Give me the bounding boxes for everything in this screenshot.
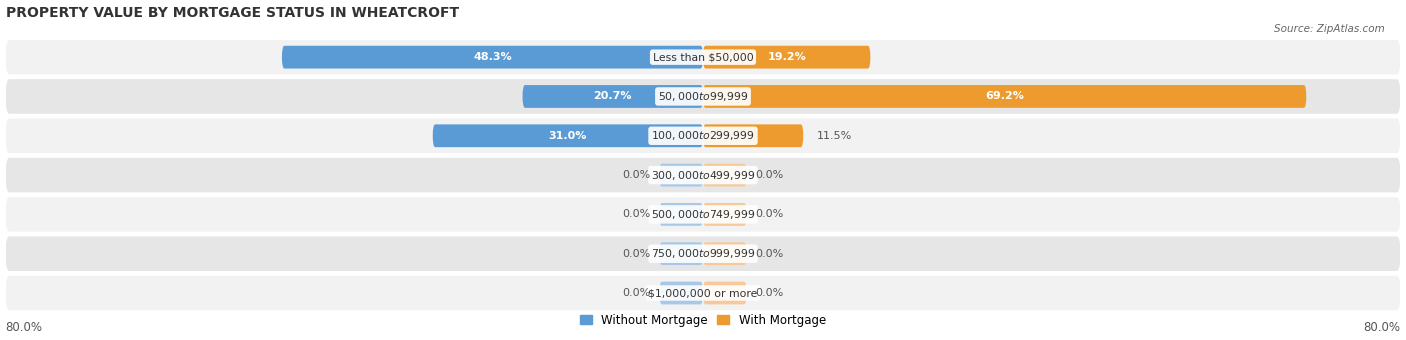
Text: 0.0%: 0.0% <box>623 209 651 219</box>
Text: $100,000 to $299,999: $100,000 to $299,999 <box>651 129 755 142</box>
FancyBboxPatch shape <box>659 164 703 186</box>
FancyBboxPatch shape <box>283 46 703 69</box>
Text: $300,000 to $499,999: $300,000 to $499,999 <box>651 169 755 182</box>
Text: 0.0%: 0.0% <box>755 249 783 259</box>
Legend: Without Mortgage, With Mortgage: Without Mortgage, With Mortgage <box>575 309 831 332</box>
Text: 69.2%: 69.2% <box>986 91 1024 101</box>
Text: 0.0%: 0.0% <box>623 249 651 259</box>
Text: $1,000,000 or more: $1,000,000 or more <box>648 288 758 298</box>
Text: 0.0%: 0.0% <box>755 209 783 219</box>
Text: $750,000 to $999,999: $750,000 to $999,999 <box>651 247 755 260</box>
FancyBboxPatch shape <box>6 79 1400 114</box>
FancyBboxPatch shape <box>703 242 747 265</box>
FancyBboxPatch shape <box>6 236 1400 271</box>
FancyBboxPatch shape <box>659 282 703 304</box>
FancyBboxPatch shape <box>703 124 803 147</box>
Text: 0.0%: 0.0% <box>755 170 783 180</box>
Text: Source: ZipAtlas.com: Source: ZipAtlas.com <box>1274 24 1385 34</box>
Text: 48.3%: 48.3% <box>474 52 512 62</box>
FancyBboxPatch shape <box>6 118 1400 153</box>
Text: 0.0%: 0.0% <box>623 288 651 298</box>
Text: $500,000 to $749,999: $500,000 to $749,999 <box>651 208 755 221</box>
Text: 31.0%: 31.0% <box>548 131 588 141</box>
Text: 20.7%: 20.7% <box>593 91 633 101</box>
FancyBboxPatch shape <box>703 282 747 304</box>
Text: 0.0%: 0.0% <box>755 288 783 298</box>
Text: 19.2%: 19.2% <box>768 52 806 62</box>
FancyBboxPatch shape <box>6 158 1400 192</box>
Text: $50,000 to $99,999: $50,000 to $99,999 <box>658 90 748 103</box>
FancyBboxPatch shape <box>6 40 1400 74</box>
Text: 0.0%: 0.0% <box>623 170 651 180</box>
FancyBboxPatch shape <box>523 85 703 108</box>
FancyBboxPatch shape <box>703 85 1306 108</box>
FancyBboxPatch shape <box>703 46 870 69</box>
Text: 11.5%: 11.5% <box>817 131 852 141</box>
FancyBboxPatch shape <box>659 242 703 265</box>
Text: 80.0%: 80.0% <box>1364 321 1400 334</box>
FancyBboxPatch shape <box>659 203 703 226</box>
Text: Less than $50,000: Less than $50,000 <box>652 52 754 62</box>
FancyBboxPatch shape <box>6 276 1400 310</box>
Text: 80.0%: 80.0% <box>6 321 42 334</box>
FancyBboxPatch shape <box>6 197 1400 232</box>
Text: PROPERTY VALUE BY MORTGAGE STATUS IN WHEATCROFT: PROPERTY VALUE BY MORTGAGE STATUS IN WHE… <box>6 5 458 20</box>
FancyBboxPatch shape <box>703 164 747 186</box>
FancyBboxPatch shape <box>703 203 747 226</box>
FancyBboxPatch shape <box>433 124 703 147</box>
